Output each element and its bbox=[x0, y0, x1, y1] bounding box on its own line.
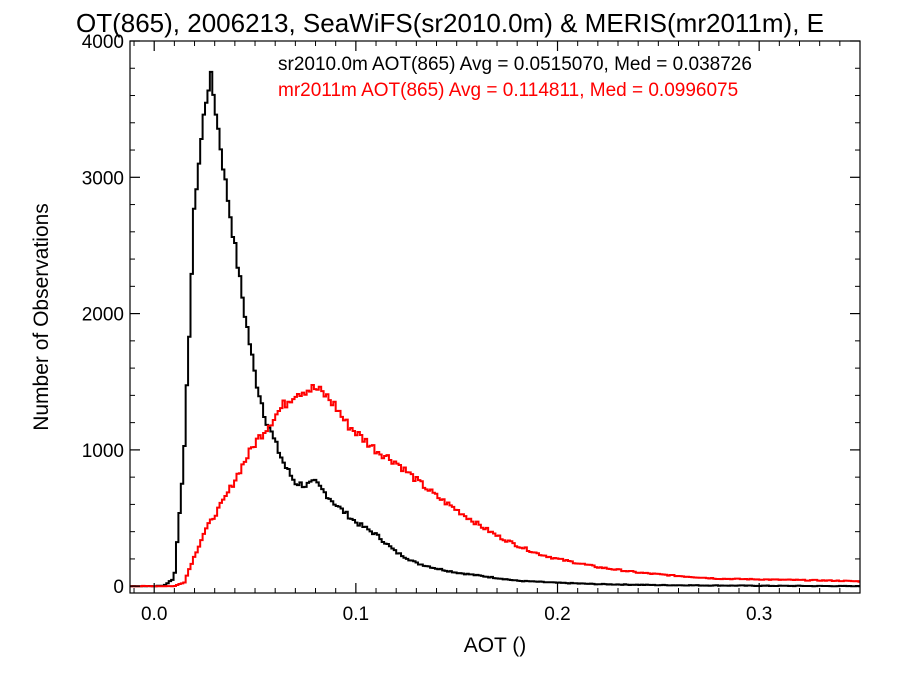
y-axis-ticks: 0 1000 2000 3000 4000 bbox=[82, 32, 860, 598]
annotation-red-stats: mr2011m AOT(865) Avg = 0.114811, Med = 0… bbox=[278, 80, 738, 101]
y-axis-label: Number of Observations bbox=[30, 203, 53, 431]
y-tick-label: 2000 bbox=[82, 305, 124, 326]
y-tick-label: 3000 bbox=[82, 168, 124, 189]
x-tick-label: 0.0 bbox=[141, 604, 167, 625]
y-tick-label: 4000 bbox=[82, 32, 124, 53]
x-axis-ticks: 0.0 0.1 0.2 0.3 bbox=[133, 41, 841, 625]
x-tick-label: 0.1 bbox=[343, 604, 369, 625]
series-black-histogram bbox=[130, 70, 860, 588]
plot-frame bbox=[129, 40, 861, 594]
plot-area bbox=[130, 70, 860, 588]
x-tick-label: 0.3 bbox=[746, 604, 772, 625]
x-axis-label: AOT () bbox=[464, 634, 527, 657]
annotation-black-stats: sr2010.0m AOT(865) Avg = 0.0515070, Med … bbox=[278, 54, 752, 75]
y-tick-label: 0 bbox=[113, 577, 124, 598]
series-layer bbox=[130, 70, 860, 588]
chart-title: OT(865), 2006213, SeaWiFS(sr2010.0m) & M… bbox=[76, 8, 824, 38]
x-tick-label: 0.2 bbox=[544, 604, 570, 625]
y-tick-label: 1000 bbox=[82, 441, 124, 462]
series-red-histogram bbox=[130, 384, 860, 588]
